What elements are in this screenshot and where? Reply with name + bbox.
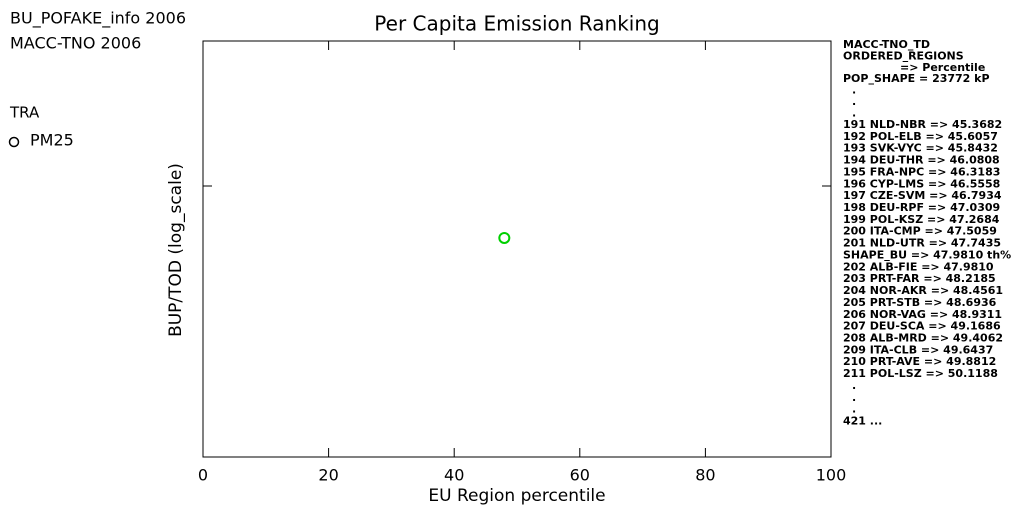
side-panel-line: 209 ITA-CLB => 49.6437 [843,343,993,356]
x-tick-label: 20 [318,466,338,485]
header-line: BU_POFAKE_info 2006 [10,9,186,29]
side-panel-line: . [852,391,856,404]
side-panel-line: 197 CZE-SVM => 46.7934 [843,189,1002,202]
header-line: MACC-TNO 2006 [10,34,141,53]
legend-marker [8,136,20,148]
side-panel-line: 206 NOR-VAG => 48.9311 [843,308,1002,321]
side-panel-line: 211 POL-LSZ => 50.1188 [843,367,998,380]
x-tick-label: 80 [695,466,715,485]
side-panel-line: 196 CYP-LMS => 46.5558 [843,177,1000,190]
side-panel-line: 193 SVK-VYC => 45.8432 [843,142,998,155]
side-panel-line: ORDERED_REGIONS [843,49,964,62]
side-panel-line: 200 ITA-CMP => 47.5059 [843,225,997,238]
side-panel-line: 205 PRT-STB => 48.6936 [843,296,997,309]
side-panel-line: . [852,379,856,392]
side-panel-line: 203 PRT-FAR => 48.2185 [843,272,996,285]
side-panel-line: POP_SHAPE = 23772 kP [843,72,990,85]
side-panel-line: 194 DEU-THR => 46.0808 [843,154,1000,167]
x-tick-label: 40 [444,466,464,485]
side-panel-line: . [852,403,856,416]
side-panel-line: 198 DEU-RPF => 47.0309 [843,201,1000,214]
side-panel-line: 210 PRT-AVE => 49.8812 [843,355,996,368]
side-panel-line: 192 POL-ELB => 45.6057 [843,130,998,143]
x-tick-label: 60 [570,466,590,485]
side-panel-line: . [852,84,856,97]
x-tick-label: 0 [198,466,208,485]
side-panel-line: 201 NLD-UTR => 47.7435 [843,237,1001,250]
side-panel-line: MACC-TNO_TD [843,38,930,51]
data-point [498,231,511,244]
side-panel-line: 199 POL-KSZ => 47.2684 [843,213,1000,226]
side-panel-line: 204 NOR-AKR => 48.4561 [843,284,1003,297]
plot-frame [202,40,832,458]
side-panel-line: 191 NLD-NBR => 45.3682 [843,118,1002,131]
side-panel-line: 202 ALB-FIE => 47.9810 [843,260,994,273]
legend-label: PM25 [30,131,74,150]
side-panel-line: 207 DEU-SCA => 49.1686 [843,320,1001,333]
x-tick-label: 100 [816,466,847,485]
side-panel-line: SHAPE_BU => 47.9810 th% [843,248,1011,261]
chart-title: Per Capita Emission Ranking [374,12,659,36]
side-panel-line: . [852,106,856,119]
x-axis-label: EU Region percentile [428,486,605,506]
side-panel-line: 195 FRA-NPC => 46.3183 [843,165,1000,178]
legend-title: TRA [9,104,40,122]
side-panel-line: . [852,95,856,108]
y-axis-label: BUP/TOD (log_scale) [166,163,186,337]
side-panel-line: 421 ... [843,415,882,428]
side-panel-line: => Percentile [900,61,985,74]
side-panel-line: 208 ALB-MRD => 49.4062 [843,331,1003,344]
